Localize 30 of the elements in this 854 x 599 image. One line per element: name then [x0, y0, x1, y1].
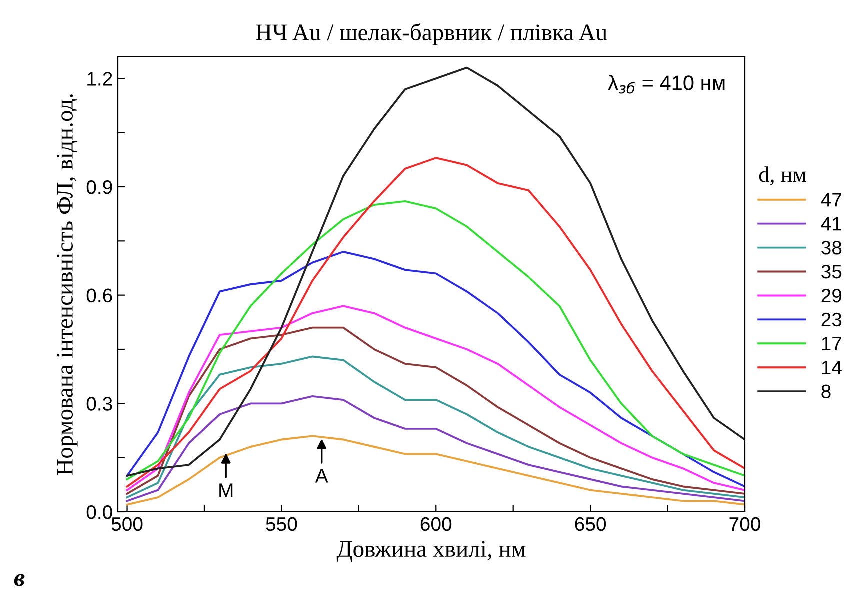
y-tick-label: 0.9	[86, 180, 112, 194]
x-tick-label: 650	[575, 517, 606, 532]
x-tick-label: 500	[112, 517, 143, 532]
legend-label: 29	[822, 288, 842, 303]
legend-label: 14	[822, 361, 842, 374]
y-axis-title: Нормована інтенсивність ФЛ, відн.од.	[57, 94, 78, 476]
text: в	[14, 574, 25, 586]
line-series	[126, 356, 745, 499]
annotation: λ$_{зб}$ = 410 нм	[608, 75, 725, 94]
legend-label: 38	[822, 241, 842, 255]
x-tick-label: 600	[420, 517, 452, 532]
y-tick-label: 0.3	[86, 397, 112, 411]
line-series	[126, 435, 745, 506]
legend-label: 23	[822, 312, 842, 327]
annotation: A	[315, 469, 328, 483]
line-series	[126, 395, 745, 502]
x-tick-label: 550	[266, 517, 298, 532]
legend-label: 8	[822, 384, 831, 399]
legend-label: 41	[821, 217, 842, 231]
annotation: M	[220, 484, 233, 498]
legend-label: 47	[821, 193, 842, 207]
x-axis-title: Довжина хвилі, нм	[336, 541, 526, 562]
y-tick-label: 1.2	[88, 72, 112, 86]
legend-title: d, нм	[759, 166, 806, 186]
y-tick-label: 0.6	[86, 288, 112, 303]
legend-label: 35	[822, 264, 842, 279]
y-tick-label: 0.0	[86, 505, 112, 520]
x-tick-label: 700	[730, 517, 760, 532]
chart-title: НЧ Au / шелак-барвник / плівка Au	[256, 23, 608, 46]
legend-label: 17	[822, 337, 842, 350]
